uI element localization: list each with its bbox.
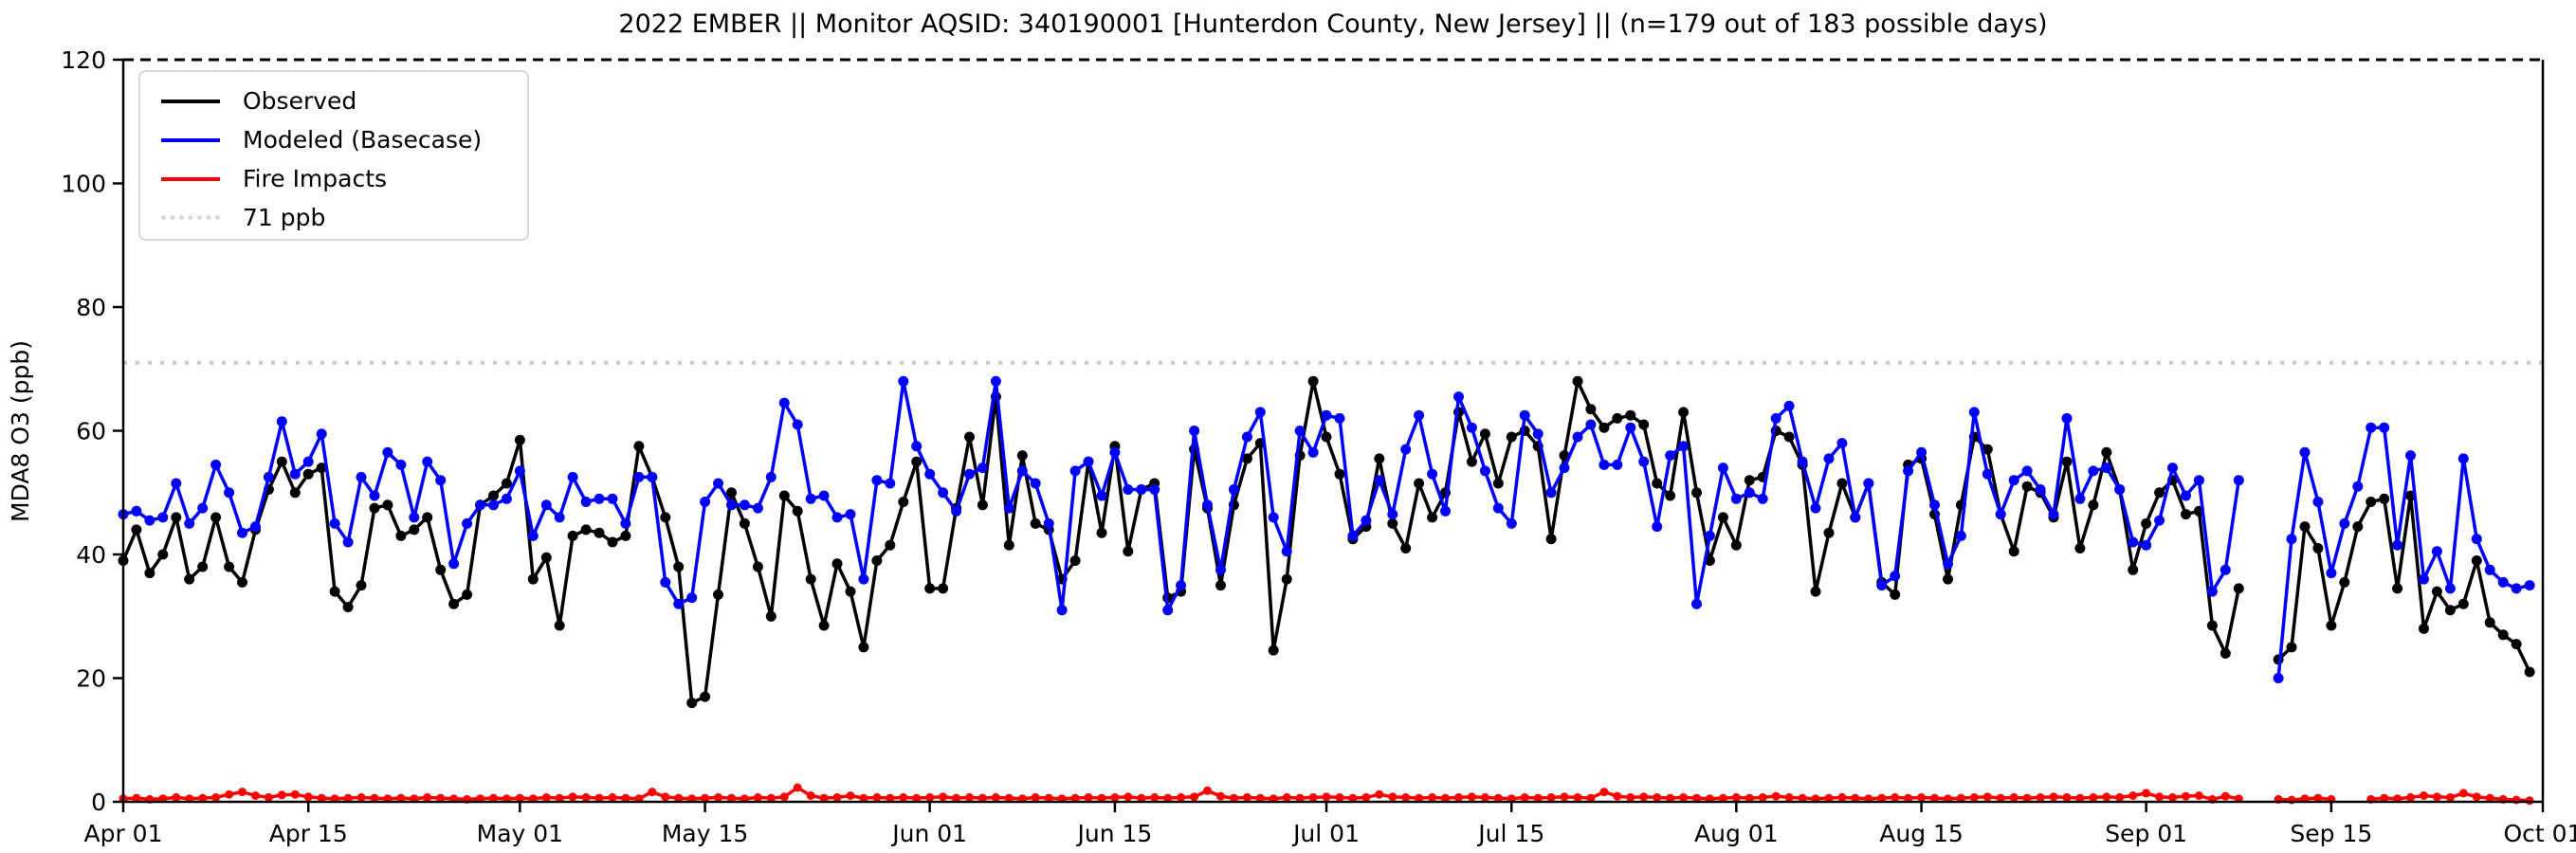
x-tick-label: Apr 01 xyxy=(83,820,162,847)
x-tick-label: May 15 xyxy=(662,820,748,847)
y-tick-label: 40 xyxy=(76,541,106,569)
y-tick-label: 80 xyxy=(76,294,106,321)
axes-layer: 0 20 40 60 80 100 120 Apr 01 Apr 15 May 01 May 15 J… xyxy=(61,46,2576,847)
x-tick-label: Jul 01 xyxy=(1291,820,1360,847)
y-tick-label: 100 xyxy=(61,171,106,198)
legend-label-fire: Fire Impacts xyxy=(243,165,388,192)
modeled-basecase--series xyxy=(118,375,2535,683)
legend-item-threshold: 71 ppb xyxy=(161,198,527,237)
y-tick-label: 0 xyxy=(91,789,106,816)
x-tick-label: May 01 xyxy=(477,820,563,847)
series-layer xyxy=(118,375,2535,806)
observed-series xyxy=(118,375,2535,709)
x-tick-label: Sep 15 xyxy=(2290,820,2372,847)
chart-title: 2022 EMBER || Monitor AQSID: 340190001 [… xyxy=(618,9,2047,39)
x-tick-label: Jul 15 xyxy=(1476,820,1544,847)
fire-line-swatch xyxy=(161,176,220,181)
threshold-line-swatch xyxy=(161,215,220,220)
y-tick-label: 60 xyxy=(76,418,106,445)
modeled-line-swatch xyxy=(161,137,220,142)
x-tick-label: Oct 01 xyxy=(2504,820,2576,847)
x-tick-label: Aug 01 xyxy=(1694,820,1779,847)
y-tick-label: 20 xyxy=(76,665,106,693)
observed-line-swatch xyxy=(161,99,220,103)
legend-item-observed: Observed xyxy=(161,82,527,120)
legend-label-observed: Observed xyxy=(243,87,357,115)
legend-label-threshold: 71 ppb xyxy=(243,204,326,231)
x-tick-label: Aug 15 xyxy=(1879,820,1964,847)
legend-box: Observed Modeled (Basecase) Fire Impacts… xyxy=(138,70,529,241)
x-tick-label: Jun 15 xyxy=(1075,820,1152,847)
y-axis-label: MDA8 O3 (ppb) xyxy=(7,340,34,522)
legend-label-modeled: Modeled (Basecase) xyxy=(243,126,483,154)
legend-item-modeled: Modeled (Basecase) xyxy=(161,120,527,159)
x-tick-label: Jun 01 xyxy=(890,820,967,847)
legend-item-fire: Fire Impacts xyxy=(161,159,527,198)
x-tick-label: Sep 01 xyxy=(2105,820,2187,847)
x-tick-label: Apr 15 xyxy=(269,820,348,847)
y-tick-label: 120 xyxy=(61,46,106,74)
